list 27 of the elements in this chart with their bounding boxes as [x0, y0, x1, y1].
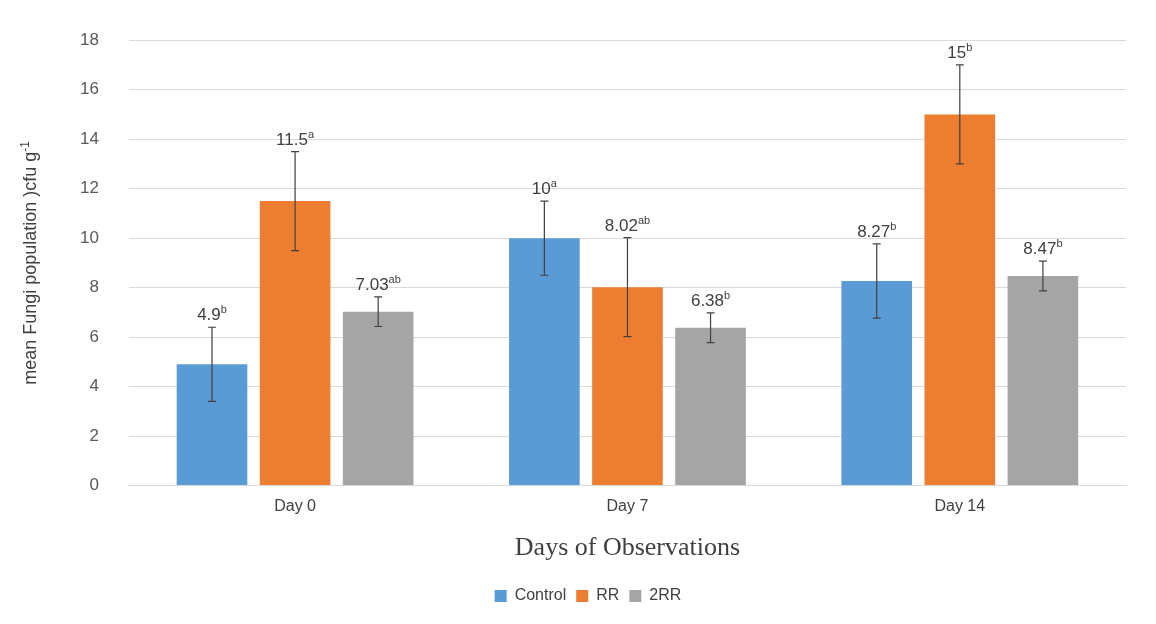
legend-label: Control [514, 586, 567, 604]
bar [675, 327, 746, 486]
bar [509, 238, 580, 486]
bar [1007, 276, 1079, 486]
bar [592, 287, 663, 486]
y-tick-label: 0 [89, 475, 99, 495]
y-tick-label: 8 [89, 277, 99, 297]
y-tick-label: 12 [79, 178, 99, 198]
y-tick-label: 4 [89, 376, 99, 396]
x-axis-title: Days of Observations [514, 532, 741, 562]
bar [342, 311, 414, 486]
bar [259, 201, 331, 486]
y-tick-label: 10 [79, 227, 99, 247]
bar [176, 364, 248, 486]
y-tick-label: 6 [89, 326, 99, 346]
legend-label: 2RR [649, 586, 682, 604]
y-tick-label: 16 [79, 79, 99, 99]
y-tick-label: 18 [79, 29, 99, 49]
x-tick-label: Day 0 [274, 496, 317, 514]
y-tick-label: 14 [79, 128, 99, 148]
bar [924, 114, 996, 486]
y-tick-label: 2 [89, 425, 99, 445]
y-axis-title: mean Fungi population )cfu g-1 [17, 140, 40, 385]
bar [841, 280, 913, 486]
x-tick-label: Day 14 [934, 496, 986, 514]
x-tick-label: Day 7 [606, 496, 649, 514]
legend-label: RR [596, 586, 620, 604]
